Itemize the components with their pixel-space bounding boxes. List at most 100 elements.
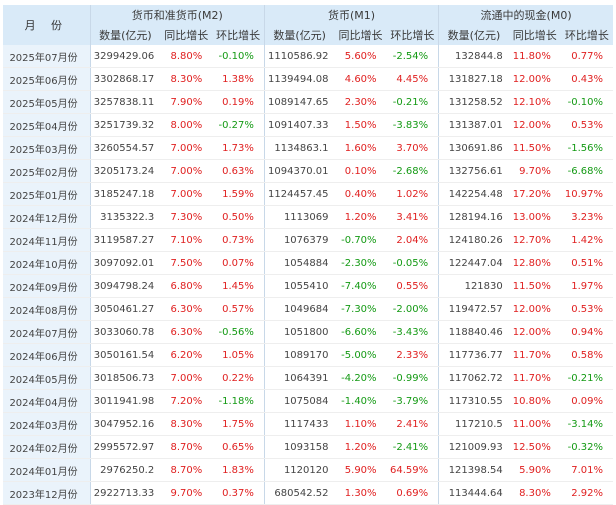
m0-yoy-cell: 12.70% xyxy=(508,228,561,252)
m2-yoy-cell: 7.00% xyxy=(160,366,213,390)
m0-amount-cell: 121009.93 xyxy=(438,435,509,459)
m2-amount-cell: 3257838.11 xyxy=(89,90,161,114)
m2-yoy-cell: 7.50% xyxy=(160,251,213,275)
m2-amount-cell: 3050161.54 xyxy=(89,343,161,367)
month-cell: 2024年10月份 xyxy=(3,251,91,275)
m1-mom-cell: -0.99% xyxy=(386,366,439,390)
m0-amount-cell: 131827.18 xyxy=(438,67,509,91)
m0-amount-cell: 118840.46 xyxy=(438,320,509,344)
m0-yoy-cell: 5.90% xyxy=(508,458,561,482)
m1-yoy-cell: -2.30% xyxy=(334,251,387,275)
table-row: 2025年07月份 3299429.06 8.80% -0.10% 1110586.92… xyxy=(3,45,613,68)
m0-yoy-cell: 12.00% xyxy=(508,297,561,321)
m1-mom-cell: -0.05% xyxy=(386,251,439,275)
m2-yoy-cell: 6.30% xyxy=(160,297,213,321)
m0-yoy-cell: 17.20% xyxy=(508,182,561,206)
m0-mom-cell: 1.42% xyxy=(560,228,613,252)
m0-mom-cell: 0.09% xyxy=(560,389,613,413)
header-row-group: 月 份 货币和准货币(M2) 货币(M1) 流通中的现金(M0) xyxy=(3,5,613,45)
m0-mom-cell: -0.10% xyxy=(560,90,613,114)
m0-group-header: 流通中的现金(M0) xyxy=(438,5,613,25)
m2-yoy-cell: 7.20% xyxy=(160,389,213,413)
m0-mom-cell: 0.94% xyxy=(560,320,613,344)
m1-mom-cell: 3.41% xyxy=(386,205,439,229)
m1-yoy-cell: -1.40% xyxy=(334,389,387,413)
m2-yoy-header: 同比增长 xyxy=(160,25,213,45)
m0-yoy-cell: 11.70% xyxy=(508,343,561,367)
m0-mom-cell: 1.97% xyxy=(560,274,613,298)
m0-yoy-cell: 12.10% xyxy=(508,90,561,114)
table-row: 2025年02月份 3205173.24 7.00% 0.63% 1094370.01 0… xyxy=(3,159,613,183)
m2-mom-cell: 1.38% xyxy=(212,67,265,91)
m2-group-header: 货币和准货币(M2) xyxy=(89,5,265,25)
m0-yoy-cell: 8.30% xyxy=(508,481,561,505)
m2-amount-cell: 2995572.97 xyxy=(89,435,161,459)
m2-mom-cell: -0.27% xyxy=(212,113,265,137)
m0-amount-cell: 117736.77 xyxy=(438,343,509,367)
m2-amount-cell: 3299429.06 xyxy=(89,45,161,68)
m0-amount-cell: 117210.5 xyxy=(438,412,509,436)
m2-amount-header: 数量(亿元) xyxy=(89,25,161,45)
m0-mom-cell: 0.43% xyxy=(560,67,613,91)
m1-yoy-cell: -7.40% xyxy=(334,274,387,298)
table-row: 2024年02月份 2995572.97 8.70% 0.65% 1093158 1.20… xyxy=(3,435,613,459)
m2-amount-cell: 3094798.24 xyxy=(89,274,161,298)
month-cell: 2024年01月份 xyxy=(3,458,91,482)
m1-amount-cell: 1093158 xyxy=(263,435,335,459)
m2-mom-cell: -0.56% xyxy=(212,320,265,344)
m2-yoy-cell: 7.00% xyxy=(160,182,213,206)
m2-amount-cell: 3018506.73 xyxy=(89,366,161,390)
month-cell: 2025年03月份 xyxy=(3,136,91,160)
m2-amount-cell: 2922713.33 xyxy=(89,481,161,505)
m1-mom-cell: -2.54% xyxy=(386,45,439,68)
m2-yoy-cell: 8.00% xyxy=(160,113,213,137)
m1-yoy-cell: 5.60% xyxy=(334,45,387,68)
m2-mom-cell: 1.45% xyxy=(212,274,265,298)
m2-mom-cell: 0.57% xyxy=(212,297,265,321)
m0-amount-cell: 113444.64 xyxy=(438,481,509,505)
m1-amount-cell: 1089147.65 xyxy=(263,90,335,114)
m1-mom-cell: 3.70% xyxy=(386,136,439,160)
m1-yoy-cell: 1.10% xyxy=(334,412,387,436)
m1-group-header: 货币(M1) xyxy=(263,5,439,25)
m0-amount-cell: 117062.72 xyxy=(438,366,509,390)
m2-amount-cell: 3185247.18 xyxy=(89,182,161,206)
table-row: 2024年06月份 3050161.54 6.20% 1.05% 1089170 -5.0… xyxy=(3,343,613,367)
m2-mom-cell: 1.05% xyxy=(212,343,265,367)
month-cell: 2024年11月份 xyxy=(3,228,91,252)
m2-mom-cell: 1.73% xyxy=(212,136,265,160)
m0-mom-cell: 7.01% xyxy=(560,458,613,482)
m2-amount-cell: 3251739.32 xyxy=(89,113,161,137)
month-cell: 2025年05月份 xyxy=(3,90,91,114)
m0-amount-cell: 131258.52 xyxy=(438,90,509,114)
m0-amount-cell: 119472.57 xyxy=(438,297,509,321)
m0-yoy-cell: 11.80% xyxy=(508,45,561,68)
m0-amount-cell: 131387.01 xyxy=(438,113,509,137)
m0-yoy-cell: 12.00% xyxy=(508,67,561,91)
m2-yoy-cell: 6.80% xyxy=(160,274,213,298)
m0-amount-cell: 142254.48 xyxy=(438,182,509,206)
table-row: 2025年04月份 3251739.32 8.00% -0.27% 1091407.33… xyxy=(3,113,613,137)
month-cell: 2025年01月份 xyxy=(3,182,91,206)
m2-mom-cell: 0.65% xyxy=(212,435,265,459)
m0-amount-cell: 117310.55 xyxy=(438,389,509,413)
table-row: 2024年01月份 2976250.2 8.70% 1.83% 1120120 5.90%… xyxy=(3,458,613,482)
m1-yoy-cell: -6.60% xyxy=(334,320,387,344)
m0-mom-cell: 0.51% xyxy=(560,251,613,275)
table-row: 2024年07月份 3033060.78 6.30% -0.56% 1051800 -6.… xyxy=(3,320,613,344)
m1-yoy-cell: 1.20% xyxy=(334,205,387,229)
m2-mom-cell: 1.83% xyxy=(212,458,265,482)
money-supply-table: 月 份 货币和准货币(M2) 货币(M1) 流通中的现金(M0) 数量(亿元) … xyxy=(3,5,613,505)
m2-mom-cell: 0.22% xyxy=(212,366,265,390)
header-row-columns: 数量(亿元) 同比增长 环比增长 数量(亿元) 同比增长 环比增长 数量(亿元)… xyxy=(3,25,613,45)
m0-yoy-cell: 11.00% xyxy=(508,412,561,436)
m1-amount-cell: 1134863.1 xyxy=(263,136,335,160)
m1-yoy-header: 同比增长 xyxy=(334,25,387,45)
m1-amount-cell: 1075084 xyxy=(263,389,335,413)
m0-mom-cell: 3.23% xyxy=(560,205,613,229)
m2-yoy-cell: 7.00% xyxy=(160,159,213,183)
m2-yoy-cell: 7.30% xyxy=(160,205,213,229)
month-cell: 2025年06月份 xyxy=(3,67,91,91)
m2-mom-cell: 0.37% xyxy=(212,481,265,505)
m2-mom-cell: -0.10% xyxy=(212,45,265,68)
